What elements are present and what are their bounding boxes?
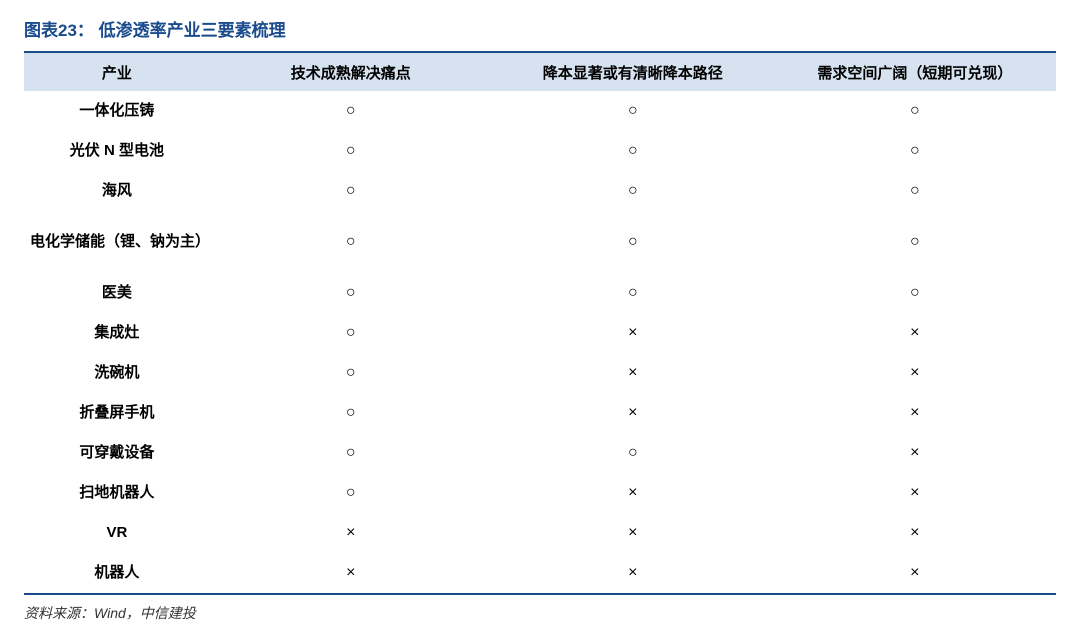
industry-name-cell: 医美	[24, 278, 210, 309]
factor-cell: ○	[774, 102, 1056, 120]
table-row: 电化学储能（锂、钠为主）○○○	[24, 211, 1056, 273]
factor-cell: ×	[774, 444, 1056, 462]
factor-cell: ○	[210, 233, 492, 251]
factor-cell: ×	[774, 364, 1056, 382]
table-body: 一体化压铸○○○光伏 N 型电池○○○海风○○○电化学储能（锂、钠为主）○○○医…	[24, 91, 1056, 593]
column-header-tech: 技术成熟解决痛点	[210, 62, 492, 83]
table-row: 一体化压铸○○○	[24, 91, 1056, 131]
industry-name-cell: 折叠屏手机	[24, 398, 210, 429]
factor-cell: ○	[774, 182, 1056, 200]
factor-cell: ×	[492, 484, 774, 502]
factor-cell: ○	[774, 233, 1056, 251]
factor-cell: ○	[492, 102, 774, 120]
factor-cell: ○	[210, 324, 492, 342]
factor-cell: ○	[210, 444, 492, 462]
industry-name-cell: 机器人	[24, 558, 210, 589]
factor-cell: ○	[492, 284, 774, 302]
factor-cell: ○	[210, 142, 492, 160]
factor-cell: ×	[492, 404, 774, 422]
factor-cell: ×	[774, 524, 1056, 542]
table-row: 医美○○○	[24, 273, 1056, 313]
factor-cell: ×	[492, 524, 774, 542]
factor-cell: ×	[492, 324, 774, 342]
factor-cell: ○	[210, 404, 492, 422]
table-row: 机器人×××	[24, 553, 1056, 593]
source-citation: 资料来源：Wind，中信建投	[24, 595, 1056, 623]
column-header-cost: 降本显著或有清晰降本路径	[492, 62, 774, 83]
factor-cell: ×	[210, 564, 492, 582]
industry-name-cell: 扫地机器人	[24, 478, 210, 509]
factor-cell: ×	[210, 524, 492, 542]
industry-factors-table: 产业 技术成熟解决痛点 降本显著或有清晰降本路径 需求空间广阔（短期可兑现） 一…	[24, 51, 1056, 595]
factor-cell: ○	[210, 364, 492, 382]
factor-cell: ○	[492, 142, 774, 160]
chart-title: 图表23： 低渗透率产业三要素梳理	[24, 10, 1056, 51]
table-row: 可穿戴设备○○×	[24, 433, 1056, 473]
factor-cell: ○	[492, 444, 774, 462]
factor-cell: ○	[492, 182, 774, 200]
industry-name-cell: 海风	[24, 176, 210, 207]
table-row: 折叠屏手机○××	[24, 393, 1056, 433]
factor-cell: ○	[774, 142, 1056, 160]
factor-cell: ○	[210, 284, 492, 302]
factor-cell: ×	[774, 324, 1056, 342]
factor-cell: ×	[492, 364, 774, 382]
factor-cell: ○	[492, 233, 774, 251]
table-row: 集成灶○××	[24, 313, 1056, 353]
factor-cell: ○	[774, 284, 1056, 302]
factor-cell: ×	[774, 404, 1056, 422]
table-row: 海风○○○	[24, 171, 1056, 211]
table-row: VR×××	[24, 513, 1056, 553]
factor-cell: ○	[210, 102, 492, 120]
industry-name-cell: VR	[24, 518, 210, 549]
table-row: 扫地机器人○××	[24, 473, 1056, 513]
column-header-demand: 需求空间广阔（短期可兑现）	[774, 62, 1056, 83]
table-row: 光伏 N 型电池○○○	[24, 131, 1056, 171]
table-row: 洗碗机○××	[24, 353, 1056, 393]
industry-name-cell: 洗碗机	[24, 358, 210, 389]
industry-name-cell: 集成灶	[24, 318, 210, 349]
factor-cell: ×	[774, 484, 1056, 502]
industry-name-cell: 一体化压铸	[24, 96, 210, 127]
factor-cell: ○	[210, 484, 492, 502]
industry-name-cell: 电化学储能（锂、钠为主）	[24, 227, 210, 258]
table-header-row: 产业 技术成熟解决痛点 降本显著或有清晰降本路径 需求空间广阔（短期可兑现）	[24, 53, 1056, 91]
industry-name-cell: 光伏 N 型电池	[24, 136, 210, 167]
factor-cell: ○	[210, 182, 492, 200]
factor-cell: ×	[492, 564, 774, 582]
factor-cell: ×	[774, 564, 1056, 582]
industry-name-cell: 可穿戴设备	[24, 438, 210, 469]
column-header-industry: 产业	[24, 62, 210, 83]
